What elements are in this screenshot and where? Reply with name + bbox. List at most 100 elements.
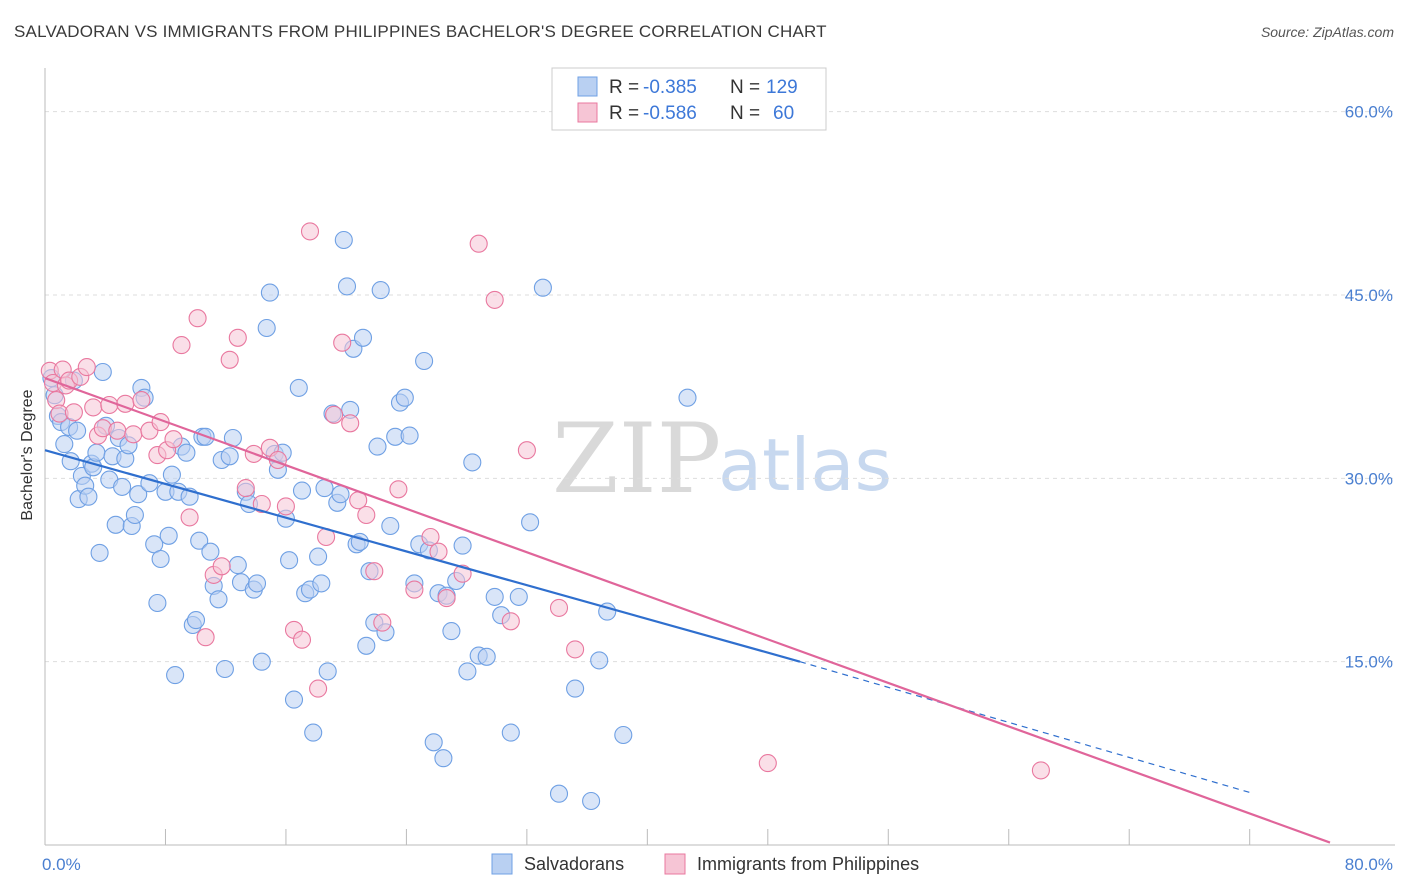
philippines-point-23 <box>172 336 191 355</box>
salvadoran-point-44 <box>186 611 206 630</box>
bottom-legend-swatch-blue <box>491 853 513 875</box>
philippines-point-38 <box>292 630 312 649</box>
salvadoran-point-15 <box>87 443 106 462</box>
philippines-point-46 <box>357 505 376 525</box>
watermark: ZIP atlas <box>552 403 892 515</box>
y-tick-label-0: 15.0% <box>1345 653 1393 672</box>
salvadoran-point-62 <box>257 318 276 338</box>
axes <box>44 68 1395 846</box>
philippines-point-59 <box>549 598 569 617</box>
salvadoran-point-112 <box>463 453 482 472</box>
salvadoran-point-95 <box>381 516 400 536</box>
stats-legend-n-value-2: 60 <box>773 103 794 124</box>
philippines-point-49 <box>389 480 408 499</box>
watermark-atlas: atlas <box>718 423 892 507</box>
y-tick-labels: 15.0% 30.0% 45.0% 60.0% <box>1345 103 1393 672</box>
salvadoran-point-69 <box>284 690 304 709</box>
series-philippines <box>40 222 1050 780</box>
salvadoran-point-123 <box>582 791 601 811</box>
salvadoran-point-98 <box>395 388 414 407</box>
salvadoran-point-108 <box>442 622 461 641</box>
salvadoran-point-83 <box>337 277 357 296</box>
salvadoran-point-34 <box>151 549 170 569</box>
philippines-point-62 <box>1031 761 1050 780</box>
salvadoran-point-122 <box>566 679 585 698</box>
philippines-point-39 <box>300 222 320 241</box>
stats-legend-n-label-1: N = <box>730 77 760 98</box>
philippines-point-60 <box>566 640 585 659</box>
salvadoran-point-27 <box>125 505 144 525</box>
philippines-point-17 <box>132 391 151 410</box>
philippines-point-58 <box>517 441 536 460</box>
salvadoran-point-16 <box>90 543 109 562</box>
x-tick-labels: 0.0% 80.0% <box>42 855 1393 874</box>
philippines-point-14 <box>108 421 127 440</box>
salvadoran-trend-line <box>44 449 801 663</box>
philippines-point-53 <box>437 589 456 608</box>
philippines-point-61 <box>758 754 777 773</box>
stats-legend-n-value-1: 129 <box>766 77 798 98</box>
salvadoran-point-4 <box>55 435 74 454</box>
salvadoran-point-63 <box>260 283 279 302</box>
chart-title: SALVADORAN VS IMMIGRANTS FROM PHILIPPINE… <box>14 22 827 41</box>
salvadoran-point-88 <box>353 328 373 347</box>
salvadoran-point-118 <box>509 587 528 606</box>
salvadoran-point-23 <box>113 477 132 496</box>
philippines-point-40 <box>309 679 328 698</box>
philippines-point-50 <box>405 580 424 599</box>
salvadoran-point-60 <box>247 574 267 593</box>
stats-legend-r-label-2: R = <box>609 103 639 124</box>
philippines-point-25 <box>188 309 207 328</box>
philippines-point-7 <box>64 403 83 422</box>
salvadoran-point-99 <box>400 426 419 445</box>
philippines-point-31 <box>236 479 255 498</box>
salvadoran-point-126 <box>614 725 633 745</box>
stats-legend-swatch-pink <box>577 102 598 123</box>
salvadoran-point-82 <box>334 230 353 250</box>
salvadoran-point-115 <box>485 587 504 606</box>
philippines-point-42 <box>325 405 344 424</box>
watermark-zip: ZIP <box>552 403 721 515</box>
salvadoran-point-12 <box>79 487 98 506</box>
salvadoran-point-55 <box>228 556 247 575</box>
philippines-point-55 <box>469 234 488 253</box>
philippines-point-26 <box>196 628 215 647</box>
bottom-legend: Salvadorans Immigrants from Philippines <box>491 853 919 875</box>
salvadoran-point-78 <box>318 662 337 681</box>
salvadoran-point-114 <box>477 647 496 666</box>
source-label: Source: ZipAtlas.com <box>1260 24 1394 40</box>
bottom-legend-label-philippines: Immigrants from Philippines <box>697 854 919 874</box>
salvadoran-point-119 <box>521 513 540 532</box>
philippines-point-51 <box>421 527 440 547</box>
salvadoran-point-41 <box>177 443 196 462</box>
philippines-point-16 <box>124 425 143 444</box>
salvadoran-point-120 <box>533 278 552 297</box>
salvadoran-point-76 <box>312 574 331 593</box>
salvadoran-point-45 <box>190 531 209 550</box>
salvadoran-point-33 <box>148 593 167 613</box>
stats-legend-swatch-blue <box>577 76 598 97</box>
stats-legend-r-label-1: R = <box>609 77 639 98</box>
salvadoran-point-48 <box>201 542 220 561</box>
stats-legend-r-value-1: -0.385 <box>643 77 697 98</box>
salvadoran-point-52 <box>215 659 234 679</box>
philippines-point-44 <box>341 414 360 433</box>
salvadoran-point-50 <box>209 590 228 609</box>
bottom-legend-swatch-pink <box>664 853 686 875</box>
salvadoran-point-28 <box>129 485 148 504</box>
stats-legend-r-value-2: -0.586 <box>643 103 697 124</box>
salvadoran-point-81 <box>331 485 350 504</box>
philippines-point-22 <box>164 430 183 449</box>
salvadoran-point-111 <box>458 662 477 681</box>
salvadoran-point-121 <box>549 784 569 803</box>
salvadoran-point-89 <box>357 636 376 655</box>
stats-legend: R = -0.385 N = 129 R = -0.586 N = 60 <box>551 67 827 131</box>
philippines-point-48 <box>373 613 392 632</box>
philippines-trend-line <box>44 377 1331 844</box>
salvadoran-point-61 <box>252 652 271 671</box>
y-tick-label-3: 60.0% <box>1345 103 1393 122</box>
salvadoran-point-38 <box>166 666 185 685</box>
philippines-point-33 <box>252 494 271 514</box>
salvadoran-point-110 <box>453 536 472 555</box>
